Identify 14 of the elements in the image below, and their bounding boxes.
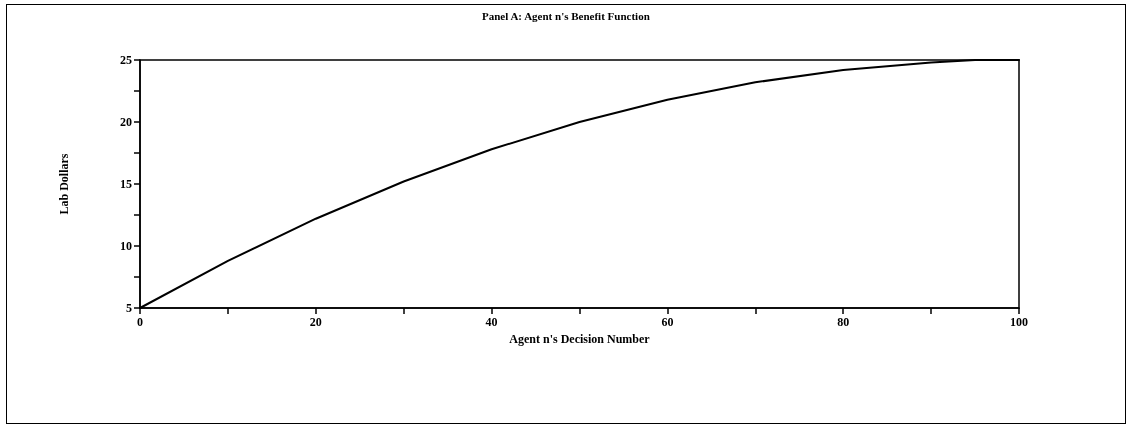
y-axis-title: Lab Dollars (57, 153, 71, 215)
x-tick-label: 20 (309, 315, 322, 329)
y-tick-label: 25 (120, 53, 132, 67)
x-axis-title: Agent n's Decision Number (509, 331, 651, 346)
y-tick-label: 10 (120, 239, 132, 253)
y-tick-label: 15 (120, 177, 132, 191)
x-tick-label: 0 (137, 315, 143, 329)
x-tick-label: 60 (661, 315, 674, 329)
y-tick-label: 20 (120, 115, 132, 129)
chart-title: Panel A: Agent n's Benefit Function (482, 9, 650, 22)
x-tick-label: 80 (837, 315, 850, 329)
x-tick-label: 40 (485, 315, 498, 329)
x-tick-label: 100 (1010, 315, 1028, 329)
y-tick-label: 5 (126, 301, 132, 315)
